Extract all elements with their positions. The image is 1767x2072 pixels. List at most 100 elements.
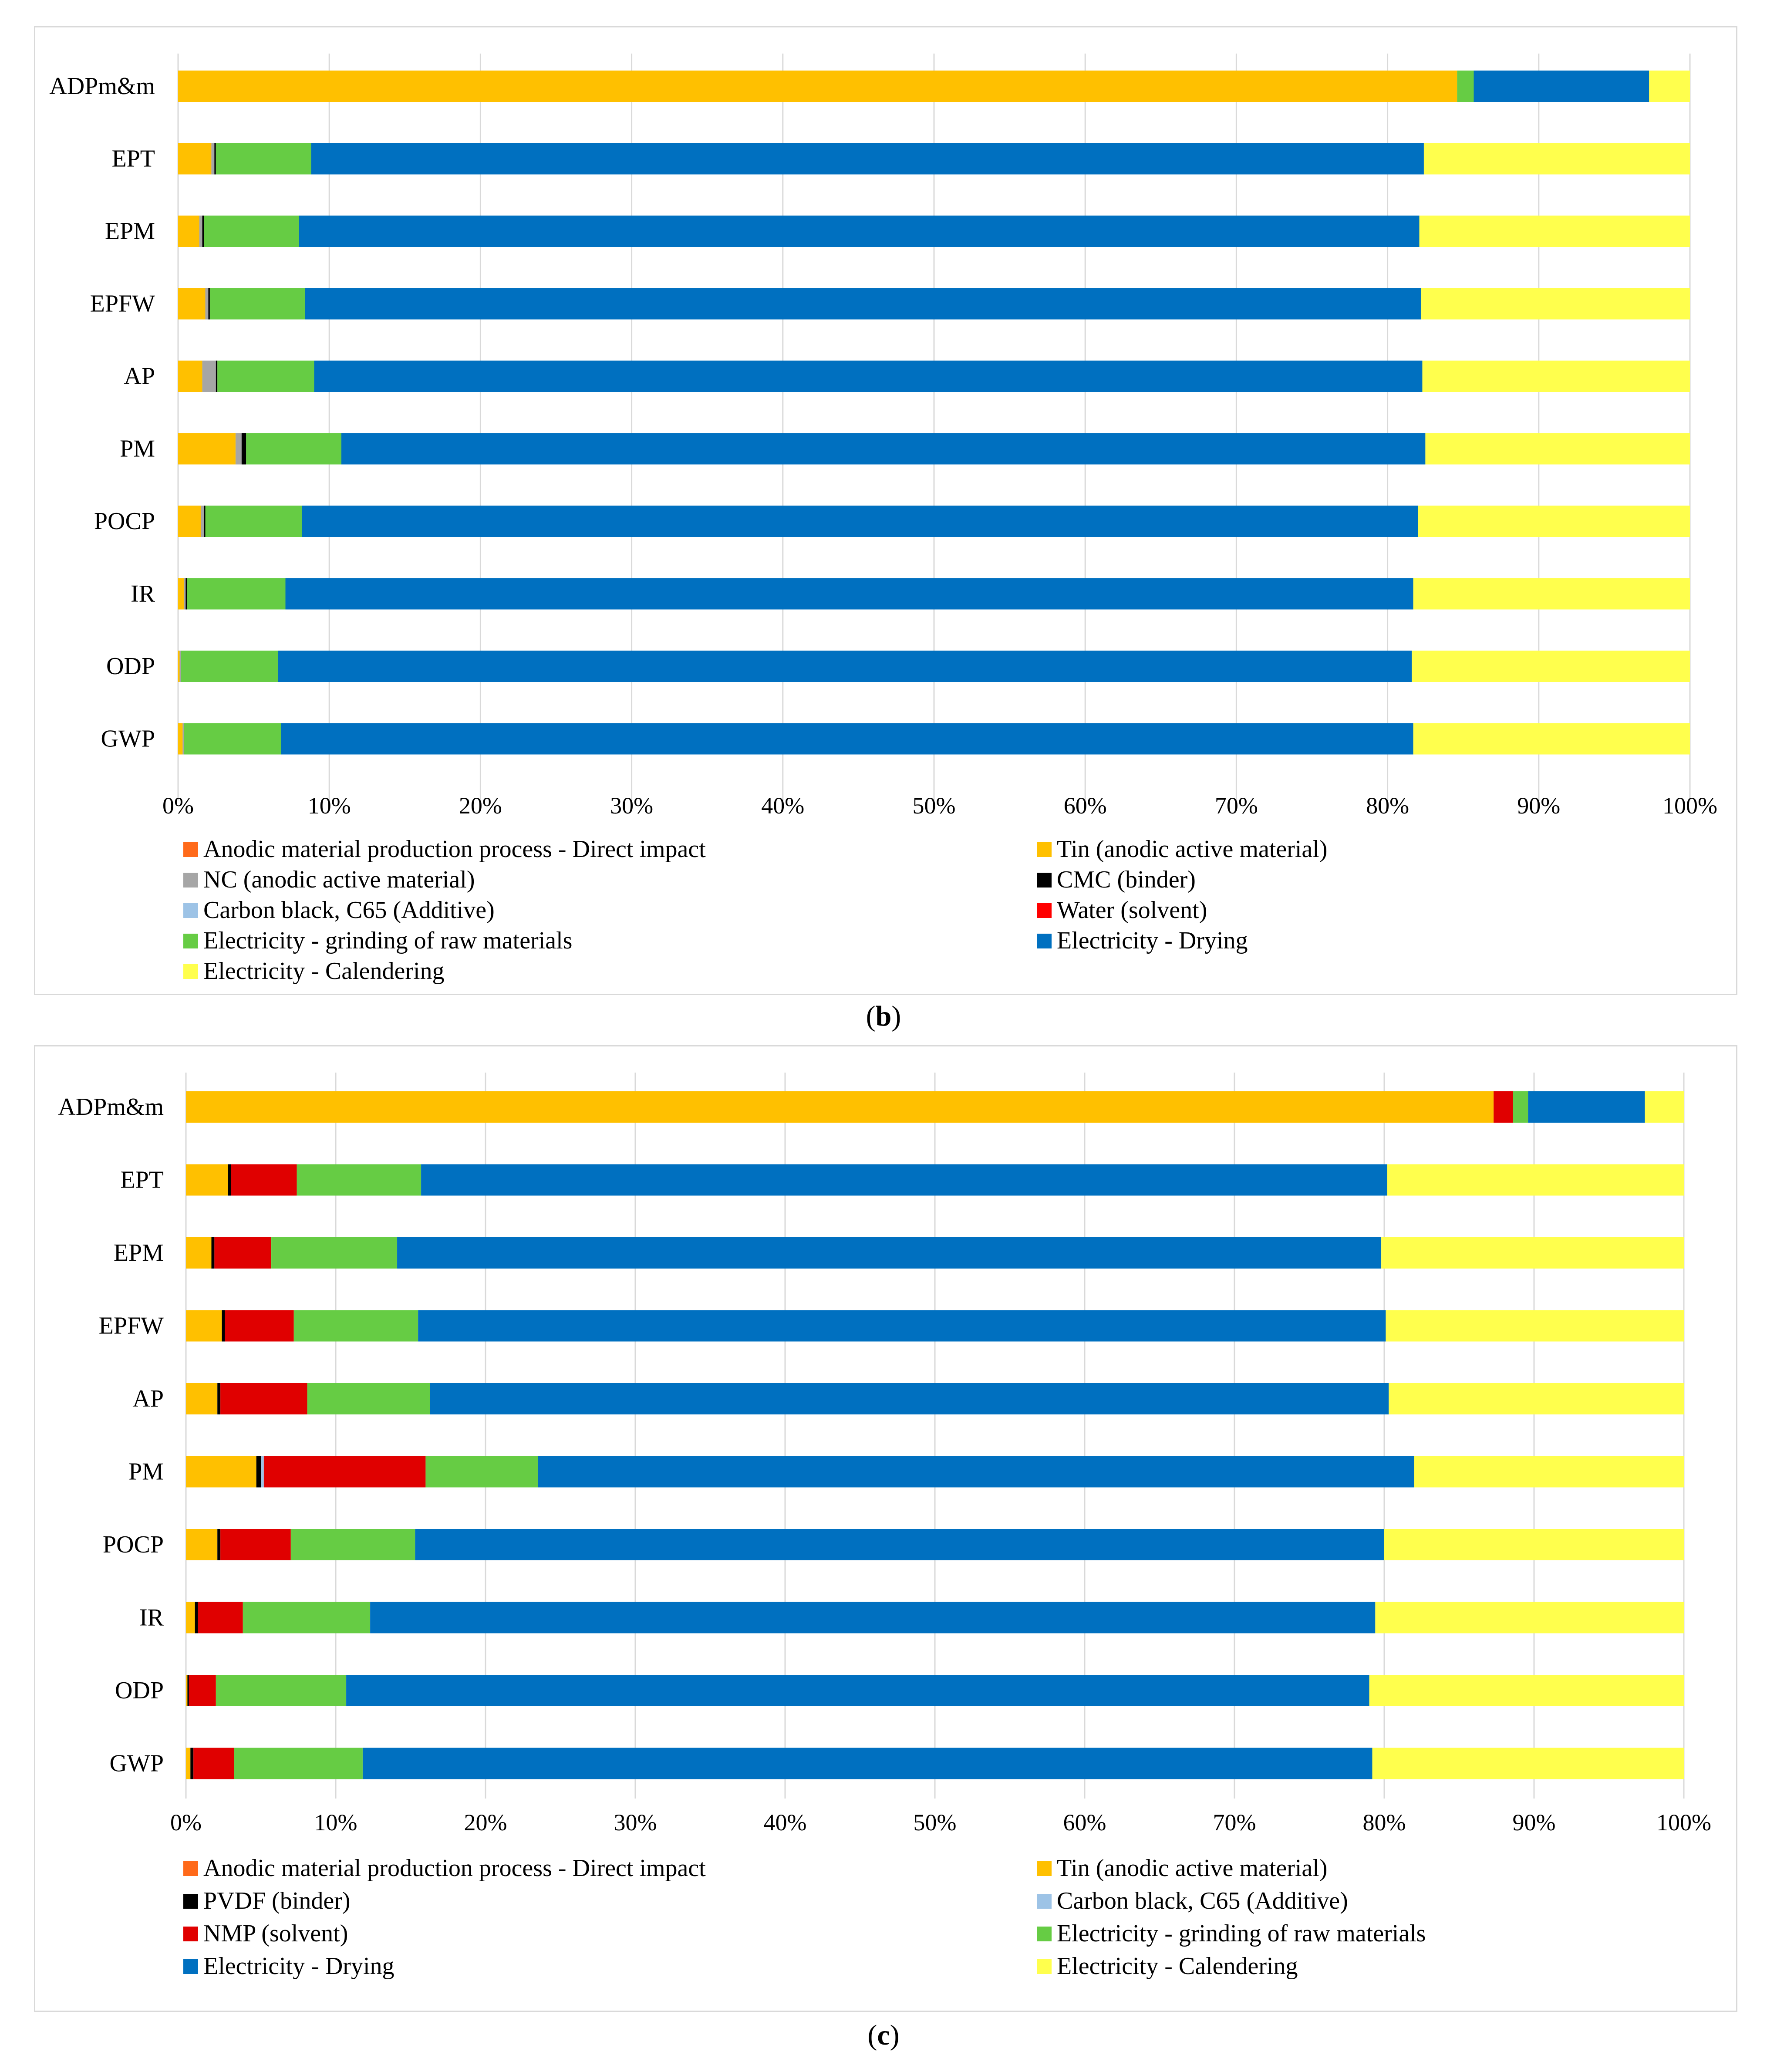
legend-swatch xyxy=(183,1927,198,1941)
bar-segment-nc-anodic-active-material xyxy=(205,288,209,320)
bar-segment-electricity-drying xyxy=(430,1383,1389,1414)
x-tick-label: 60% xyxy=(1063,1809,1106,1836)
legend-label: Water (solvent) xyxy=(1057,897,1207,924)
legend-swatch xyxy=(183,1861,198,1876)
bar-segment-pvdf-binder xyxy=(217,1529,221,1560)
bar-segment-cmc-binder xyxy=(216,361,218,392)
x-tick-label: 100% xyxy=(1656,1809,1711,1836)
category-label: AP xyxy=(124,363,155,390)
bar-segment-tin-anodic-active-material xyxy=(186,1237,212,1269)
legend-swatch xyxy=(1037,1959,1052,1974)
bar-segment-electricity-drying xyxy=(538,1456,1414,1488)
legend-label: Electricity - grinding of raw materials xyxy=(203,927,572,954)
bar-segment-tin-anodic-active-material xyxy=(186,1456,256,1488)
bar-segment-pvdf-binder xyxy=(190,1748,194,1779)
bar-segment-pvdf-binder xyxy=(228,1164,231,1196)
legend-label: Carbon black, C65 (Additive) xyxy=(203,897,495,924)
bar-segment-nc-anodic-active-material xyxy=(202,361,216,392)
bar-segment-electricity-drying xyxy=(1474,71,1649,102)
bar-segment-nc-anodic-active-material xyxy=(184,578,186,610)
x-tick-label: 10% xyxy=(308,793,351,819)
x-tick-label: 10% xyxy=(314,1809,357,1836)
x-tick-label: 20% xyxy=(459,793,502,819)
bar-segment-electricity-grinding-of-raw-materials xyxy=(243,1602,371,1633)
category-label: EPFW xyxy=(90,290,155,317)
bar-segment-electricity-drying xyxy=(302,506,1418,537)
bar-segment-electricity-calendering xyxy=(1425,433,1690,465)
x-tick-label: 100% xyxy=(1662,793,1717,819)
category-label: POCP xyxy=(94,508,155,535)
x-tick-label: 70% xyxy=(1213,1809,1256,1836)
x-tick-label: 30% xyxy=(614,1809,657,1836)
legend-swatch xyxy=(1037,1861,1052,1876)
bar-segment-electricity-grinding-of-raw-materials xyxy=(293,1310,418,1342)
bar-segment-electricity-drying xyxy=(281,723,1413,755)
x-tick-label: 60% xyxy=(1064,793,1107,819)
bar-segment-electricity-grinding-of-raw-materials xyxy=(425,1456,538,1488)
legend-label: NC (anodic active material) xyxy=(203,866,475,893)
bar-segment-electricity-grinding-of-raw-materials xyxy=(234,1748,363,1779)
bar-segment-tin-anodic-active-material xyxy=(178,578,184,610)
legend-label: Electricity - Drying xyxy=(203,1953,395,1980)
bar-segment-cmc-binder xyxy=(241,433,246,465)
x-tick-label: 90% xyxy=(1513,1809,1556,1836)
bar-segment-tin-anodic-active-material xyxy=(186,1091,1494,1123)
bar-segment-electricity-drying xyxy=(415,1529,1384,1560)
legend-label: Anodic material production process - Dir… xyxy=(203,1855,706,1882)
category-label: POCP xyxy=(103,1531,164,1558)
bar-segment-cmc-binder xyxy=(185,578,187,610)
bar-segment-tin-anodic-active-material xyxy=(186,1383,218,1414)
category-label: PM xyxy=(128,1458,164,1485)
bar-segment-nmp-solvent xyxy=(263,1456,426,1488)
bar-segment-nc-anodic-active-material xyxy=(201,506,204,537)
bar-segment-tin-anodic-active-material xyxy=(178,361,202,392)
bar-segment-electricity-grinding-of-raw-materials xyxy=(217,361,314,392)
bar-segment-electricity-grinding-of-raw-materials xyxy=(187,578,286,610)
bar-segment-electricity-calendering xyxy=(1412,651,1690,682)
bar-segment-electricity-calendering xyxy=(1372,1748,1684,1779)
bar-segment-electricity-grinding-of-raw-materials xyxy=(1457,71,1474,102)
bar-segment-nmp-solvent xyxy=(193,1748,234,1779)
bar-segment-tin-anodic-active-material xyxy=(178,433,236,465)
category-label: IR xyxy=(131,580,155,607)
category-label: ODP xyxy=(106,653,155,680)
x-tick-label: 50% xyxy=(913,793,956,819)
chart-panel-b: 0% 10% 20% 30% 40% 50% 60% 70% 80% 90% 100% ADPm&m E… xyxy=(34,26,1737,995)
category-label: AP xyxy=(132,1385,164,1412)
legend-label: NMP (solvent) xyxy=(203,1920,348,1947)
bar-segment-electricity-drying xyxy=(346,1675,1369,1706)
bar-segment-nmp-solvent xyxy=(189,1675,216,1706)
legend-swatch xyxy=(1037,934,1052,948)
category-label: EPT xyxy=(111,145,155,172)
chart-panel-c: 0% 10% 20% 30% 40% 50% 60% 70% 80% 90% 100% ADPm&m E… xyxy=(34,1045,1737,2012)
bar-segment-electricity-grinding-of-raw-materials xyxy=(290,1529,415,1560)
category-label: ADPm&m xyxy=(58,1093,164,1120)
category-label: IR xyxy=(139,1604,164,1631)
bar-segment-electricity-calendering xyxy=(1386,1310,1684,1342)
bar-segment-electricity-calendering xyxy=(1645,1091,1684,1123)
legend-label: Anodic material production process - Dir… xyxy=(203,836,706,863)
x-tick-label: 0% xyxy=(170,1809,202,1836)
bar-segment-cmc-binder xyxy=(204,506,206,537)
caption-c-label: c xyxy=(877,2019,890,2051)
bar-segment-carbon-black-c65-additive xyxy=(261,1456,264,1488)
legend-swatch xyxy=(1037,903,1052,918)
x-tick-label: 90% xyxy=(1517,793,1560,819)
caption-b-label: b xyxy=(875,1000,892,1032)
bar-segment-cmc-binder xyxy=(202,216,204,247)
bar-segment-pvdf-binder xyxy=(256,1456,261,1488)
x-tick-label: 40% xyxy=(764,1809,807,1836)
x-tick-label: 80% xyxy=(1363,1809,1406,1836)
category-label: EPM xyxy=(105,218,155,245)
bar-segment-electricity-calendering xyxy=(1422,361,1690,392)
x-tick-label: 30% xyxy=(610,793,653,819)
chart-c-svg: 0% 10% 20% 30% 40% 50% 60% 70% 80% 90% 100% ADPm&m E… xyxy=(58,1073,1711,1980)
bar-segment-electricity-grinding-of-raw-materials xyxy=(246,433,341,465)
legend-swatch xyxy=(183,903,198,918)
chart-b-svg: 0% 10% 20% 30% 40% 50% 60% 70% 80% 90% 100% ADPm&m E… xyxy=(49,54,1717,985)
legend-label: Electricity - Calendering xyxy=(1057,1953,1298,1980)
legend-label: PVDF (binder) xyxy=(203,1887,351,1914)
bar-segment-tin-anodic-active-material xyxy=(186,1675,188,1706)
bar-segment-nmp-solvent xyxy=(220,1529,291,1560)
bar-segment-nmp-solvent xyxy=(225,1310,294,1342)
